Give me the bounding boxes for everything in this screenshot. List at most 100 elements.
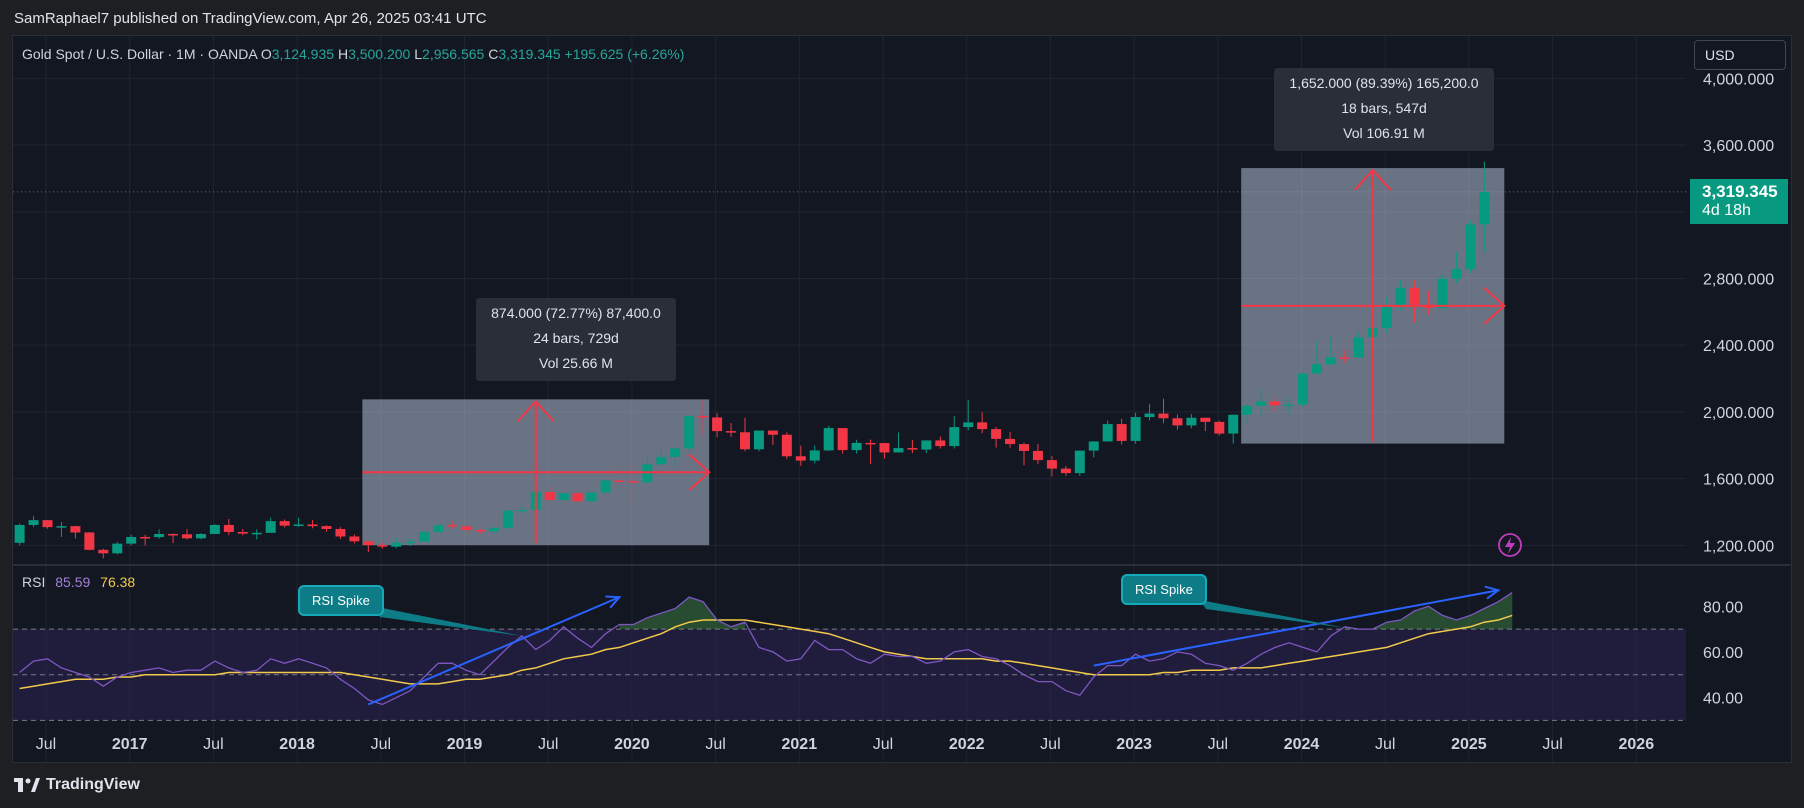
candle-body [237,531,248,534]
candle-body [1005,438,1016,445]
candle-body [391,542,402,547]
rsi-trendline-2 [1093,589,1499,667]
candle-body [1465,224,1476,269]
candle-body [767,430,778,435]
candle-body [600,480,611,493]
candle-body [670,448,681,457]
candle-body [907,448,918,450]
rsi-legend[interactable]: RSI 85.59 76.38 [22,574,135,590]
candle-body [279,521,290,526]
candle-body [502,510,513,528]
candle-body [753,430,764,450]
symbol-name[interactable]: Gold Spot / U.S. Dollar · 1M · OANDA [22,46,257,62]
brand-name: TradingView [46,776,140,793]
candle-body [182,534,192,539]
rsi-ma-value: 76.38 [100,574,136,590]
x-tick-label: Jul [1040,736,1060,753]
rsi-label: RSI [22,574,46,590]
candle-body [433,525,444,532]
rsi-trendline-1 [367,596,620,706]
measure-label-2[interactable]: 1,652.000 (89.39%) 165,200.0 18 bars, 54… [1274,68,1494,151]
candle-body [1172,418,1183,426]
rsi-spike-callout-2[interactable]: RSI Spike [1121,574,1207,605]
candle-body [168,533,179,536]
candle-body [781,434,792,457]
candle-body [712,417,723,432]
candle-body [837,428,848,451]
y-tick-label: 2,000.000 [1703,405,1774,422]
candle-body [1395,287,1406,307]
high-label: H [337,46,349,62]
candle-body [740,432,750,450]
candle-body [1381,306,1392,329]
candle-body [363,541,374,546]
x-tick-label: Jul [203,736,223,753]
rsi-spike-callout-1[interactable]: RSI Spike [298,585,384,616]
candle-body [809,450,820,461]
measure-box-2-right-arrow [1483,287,1506,325]
candle-body [795,456,806,461]
callout-1-pointer [372,606,522,636]
candle-body [991,429,1002,439]
candle-body [349,536,360,542]
candle-body [112,543,123,554]
candle-body [1242,405,1253,415]
candle-body [84,532,95,550]
candle-body [977,422,988,430]
symbol-legend[interactable]: Gold Spot / U.S. Dollar · 1M · OANDA O3,… [22,46,684,62]
candle-body [1200,417,1211,422]
measure-2-change: 1,652.000 (89.39%) 165,200.0 [1289,75,1479,91]
candle-body [28,520,39,525]
candle-body [321,526,332,529]
measure-1-bars: 24 bars, 729d [533,330,619,346]
candle-body [1116,424,1127,441]
y-tick-label: 2,800.000 [1703,271,1774,288]
rsi-ma-line [19,614,1513,690]
candle-body [1353,337,1364,358]
currency-button[interactable]: USD [1694,40,1786,70]
candle-body [1311,364,1322,374]
lightning-icon [1498,533,1522,557]
x-tick-label: 2022 [949,736,985,753]
publish-bar: SamRaphael7 published on TradingView.com… [0,0,1804,36]
candle-body [377,545,388,547]
x-tick-label: Jul [1375,736,1395,753]
rsi-overbought-fill [1344,592,1513,630]
change-value: +195.625 (+6.26%) [564,46,685,62]
last-price: 3,319.345 [1702,182,1778,201]
candle-body [14,524,25,543]
x-tick-label: 2024 [1284,736,1320,753]
y-tick-label: 1,600.000 [1703,472,1774,489]
candle-body [461,526,471,530]
candle-body [209,524,220,534]
rsi-tick-label: 40.00 [1703,691,1743,708]
candle-body [586,492,597,502]
y-tick-label: 4,000.000 [1703,71,1774,88]
candle-body [879,443,890,453]
x-tick-label: Jul [36,736,56,753]
x-tick-label: Jul [1542,736,1562,753]
candle-body [1186,417,1197,426]
candle-body [154,533,165,538]
candle-body [447,525,458,527]
candle-body [893,448,904,453]
measure-box-1-right-arrow [688,453,711,492]
candle-body [1130,417,1141,441]
candle-body [851,442,862,451]
candle-body [935,440,946,447]
candle-body [921,440,932,450]
y-tick-label: 1,200.000 [1703,538,1774,555]
bar-countdown: 4d 18h [1702,202,1751,219]
measure-1-change: 874.000 (72.77%) 87,400.0 [491,305,661,321]
candle-body [195,533,206,539]
x-tick-label: Jul [538,736,558,753]
candle-body [1019,444,1029,451]
close-value: 3,319.345 [498,46,561,62]
candle-body [223,524,234,532]
candle-body [419,531,430,542]
brand[interactable]: TradingView [14,776,140,794]
candle-body [516,509,527,512]
last-price-tag: 3,319.345 4d 18h [1690,179,1788,224]
measure-label-1[interactable]: 874.000 (72.77%) 87,400.0 24 bars, 729d … [476,298,676,381]
